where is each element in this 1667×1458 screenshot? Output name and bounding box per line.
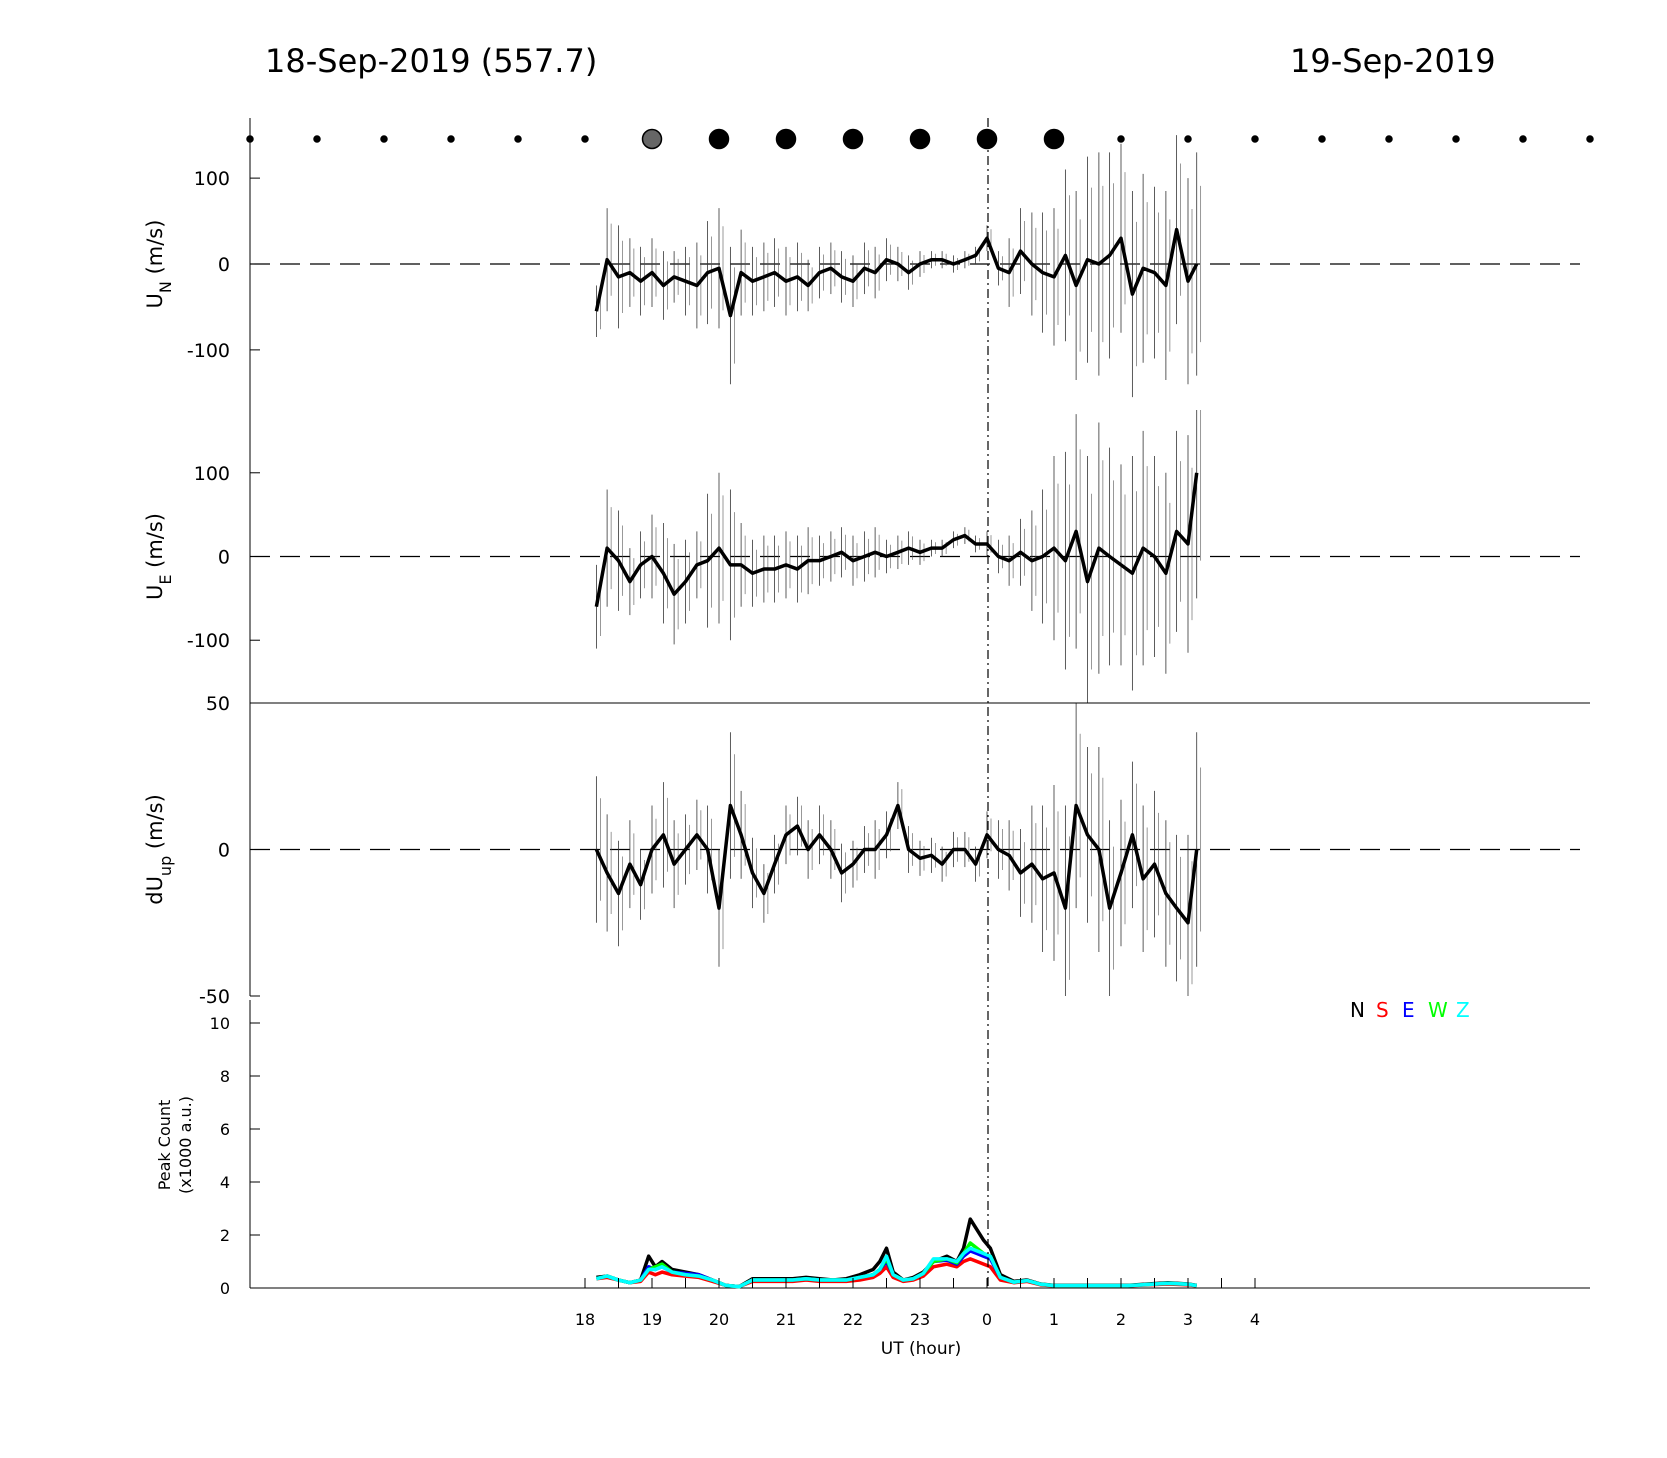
y-axis-label: dUup (m/s) xyxy=(143,794,175,905)
sky-dot xyxy=(1519,135,1527,143)
x-tick-label: 20 xyxy=(709,1310,729,1329)
x-tick-label: 2 xyxy=(1116,1310,1126,1329)
x-tick-label: 0 xyxy=(982,1310,992,1329)
sky-dot xyxy=(976,128,998,150)
series-line-E xyxy=(595,1249,1197,1289)
y-label-subscript: E xyxy=(156,575,175,585)
x-tick-label: 1 xyxy=(1049,1310,1059,1329)
sky-dot xyxy=(708,128,730,150)
ue-panel: 100 0 -100 UE (m/s) xyxy=(143,410,1580,703)
y-tick-label: 4 xyxy=(220,1173,230,1192)
un-panel: 100 0 -100 UN (m/s) xyxy=(143,118,1580,410)
sky-dot xyxy=(1184,135,1192,143)
sky-dot xyxy=(909,128,931,150)
y-axis-label-line2: (x1000 a.u.) xyxy=(176,1096,195,1194)
y-axis-label: UE (m/s) xyxy=(143,513,175,600)
y-label-subscript: N xyxy=(156,281,175,293)
y-tick-label: -50 xyxy=(199,986,230,1008)
sky-dot xyxy=(581,135,589,143)
peak-count-panel: 10 8 6 4 2 0 Peak Count (x1000 a.u.) xyxy=(155,1000,1590,1298)
sky-dot xyxy=(380,135,388,143)
y-tick-label: -100 xyxy=(187,630,230,652)
sky-dots-panel xyxy=(246,128,1594,150)
dup-panel: 50 0 -50 dUup (m/s) xyxy=(143,693,1590,1008)
x-tick-label: 22 xyxy=(843,1310,863,1329)
x-tick-label: 21 xyxy=(776,1310,796,1329)
y-label-main: U xyxy=(143,585,167,600)
sky-dot xyxy=(1452,135,1460,143)
sky-dot xyxy=(313,135,321,143)
y-tick-label: -100 xyxy=(187,340,230,362)
sky-dot xyxy=(1586,135,1594,143)
left-date-title: 18-Sep-2019 (557.7) xyxy=(265,42,598,80)
x-tick-label: 3 xyxy=(1183,1310,1193,1329)
x-tick-label: 23 xyxy=(910,1310,930,1329)
sky-dot xyxy=(842,128,864,150)
legend-item-E: E xyxy=(1402,998,1415,1022)
x-tick-label: 18 xyxy=(575,1310,595,1329)
sky-dot xyxy=(1385,135,1393,143)
y-label-main: dU xyxy=(143,876,167,905)
y-tick-label: 0 xyxy=(220,1279,230,1298)
sky-dot xyxy=(1043,128,1065,150)
series-line xyxy=(594,472,1199,608)
y-tick-label: 6 xyxy=(220,1120,230,1139)
x-tick-label: 19 xyxy=(642,1310,662,1329)
x-axis: UT (hour) 18 19 20 21 22 23 0 1 2 3 4 xyxy=(575,1278,1260,1359)
sky-dot xyxy=(447,135,455,143)
y-label-unit: (m/s) xyxy=(143,794,167,856)
sky-dot xyxy=(1251,135,1259,143)
y-tick-label: 100 xyxy=(194,463,230,485)
y-tick-label: 100 xyxy=(194,168,230,190)
legend-item-N: N xyxy=(1350,998,1365,1022)
sky-dot xyxy=(1318,135,1326,143)
y-tick-label: 0 xyxy=(218,547,230,569)
y-tick-label: 50 xyxy=(206,693,230,715)
y-tick-label: 8 xyxy=(220,1067,230,1086)
legend-item-S: S xyxy=(1376,998,1389,1022)
y-axis-label: UN (m/s) xyxy=(143,220,175,309)
sky-dot xyxy=(1117,135,1125,143)
x-tick-label: 4 xyxy=(1250,1310,1260,1329)
y-tick-label: 2 xyxy=(220,1226,230,1245)
legend-item-Z: Z xyxy=(1456,998,1470,1022)
y-tick-label: 0 xyxy=(218,840,230,862)
x-axis-label: UT (hour) xyxy=(881,1339,961,1359)
series-line-Z xyxy=(595,1246,1197,1289)
sky-dot xyxy=(514,135,522,143)
y-label-subscript: up xyxy=(156,856,175,876)
y-label-unit: (m/s) xyxy=(143,513,167,575)
legend-item-W: W xyxy=(1428,998,1448,1022)
series-line xyxy=(594,803,1199,925)
y-label-main: U xyxy=(143,293,167,308)
y-tick-label: 10 xyxy=(210,1014,230,1033)
y-label-unit: (m/s) xyxy=(143,220,167,282)
series-line xyxy=(594,227,1199,318)
y-tick-label: 0 xyxy=(218,254,230,276)
sky-dot xyxy=(775,128,797,150)
y-axis-label-line1: Peak Count xyxy=(155,1100,174,1191)
right-date-title: 19-Sep-2019 xyxy=(1290,42,1496,80)
sky-dot xyxy=(641,128,663,150)
